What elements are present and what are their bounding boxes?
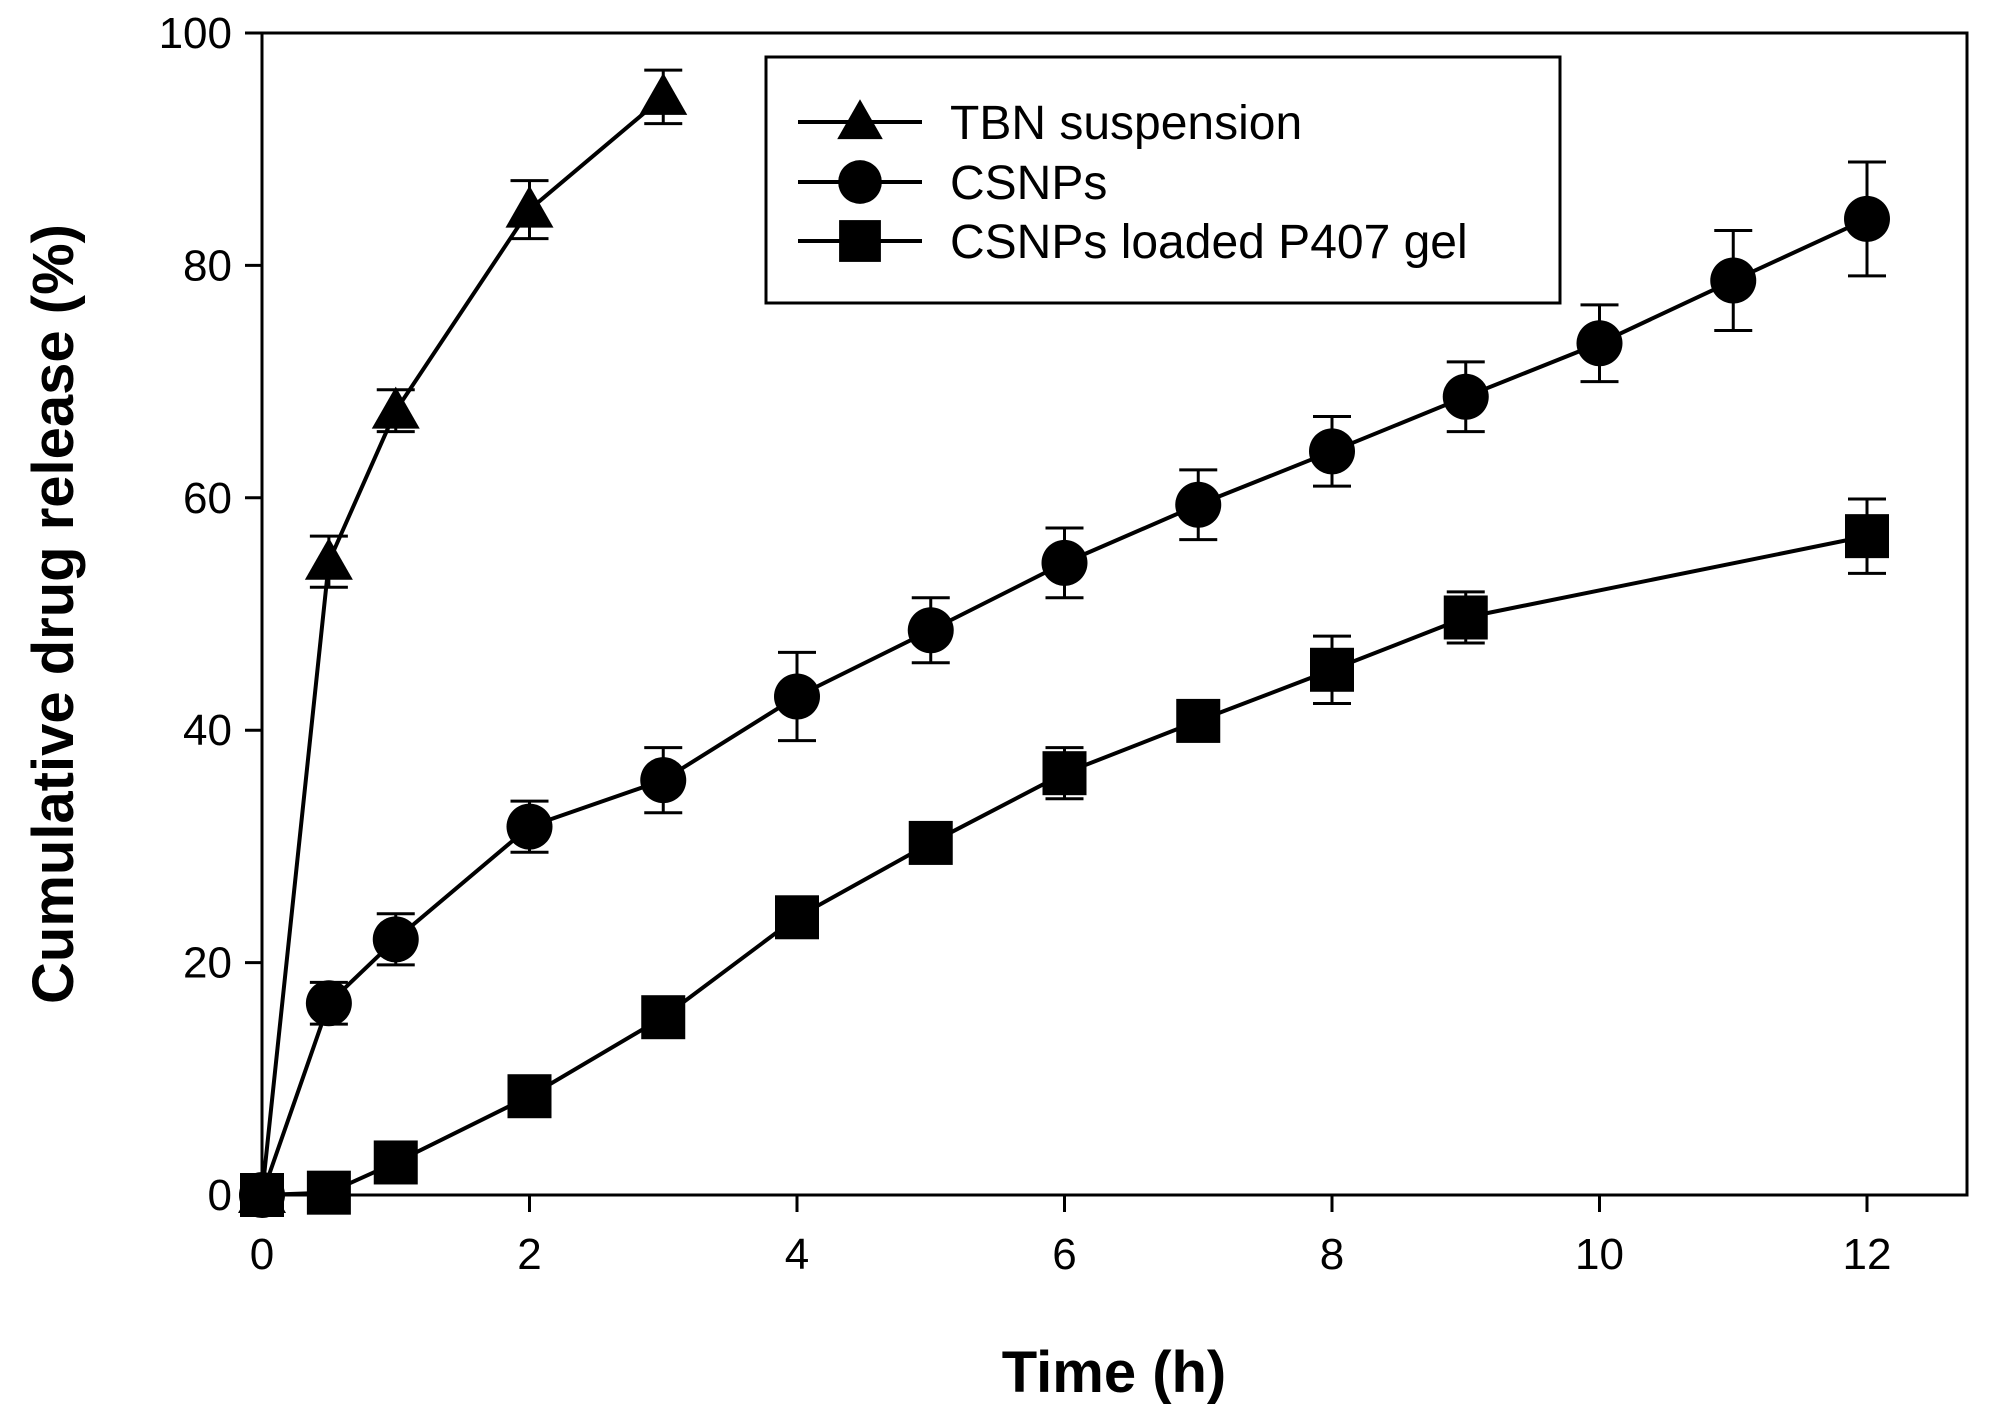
x-tick-label: 8 bbox=[1320, 1230, 1344, 1279]
data-point bbox=[775, 895, 819, 940]
x-tick-label: 2 bbox=[517, 1230, 541, 1279]
x-axis-title: Time (h) bbox=[1002, 1340, 1227, 1405]
y-axis-title: Cumulative drug release (%) bbox=[21, 224, 86, 1004]
legend-label: CSNPs bbox=[950, 157, 1107, 210]
data-point bbox=[1309, 428, 1355, 475]
data-point bbox=[639, 72, 688, 115]
plot-frame bbox=[260, 31, 1969, 1197]
data-point bbox=[371, 386, 420, 429]
x-tick-label: 6 bbox=[1052, 1230, 1076, 1279]
y-tick-label: 20 bbox=[183, 939, 232, 988]
y-tick-label: 60 bbox=[183, 474, 232, 523]
legend-marker bbox=[837, 99, 883, 140]
x-tick-label: 4 bbox=[785, 1230, 809, 1279]
y-tick-label: 0 bbox=[208, 1171, 232, 1220]
data-point bbox=[1442, 373, 1489, 420]
x-tick-label: 10 bbox=[1575, 1230, 1624, 1279]
data-point bbox=[1443, 595, 1488, 640]
series-triangle bbox=[238, 68, 688, 1213]
series-line bbox=[260, 95, 665, 1196]
series-square bbox=[240, 497, 1889, 1217]
data-point bbox=[640, 757, 687, 804]
data-point bbox=[641, 995, 686, 1040]
data-point bbox=[1310, 647, 1354, 692]
series-layer bbox=[238, 68, 1890, 1218]
legend-marker bbox=[838, 160, 882, 204]
data-point bbox=[373, 1140, 418, 1185]
data-point bbox=[1845, 514, 1889, 559]
y-tick-label: 100 bbox=[159, 9, 232, 58]
y-tick-label: 40 bbox=[183, 706, 232, 755]
data-point bbox=[305, 980, 352, 1027]
data-point bbox=[506, 803, 553, 850]
data-point bbox=[505, 185, 554, 228]
legend: TBN suspension CSNPs CSNPs loaded P407 gel bbox=[764, 55, 1562, 305]
data-point bbox=[1576, 320, 1623, 367]
series-line bbox=[261, 534, 1868, 1197]
data-point bbox=[907, 607, 954, 654]
data-point bbox=[1041, 539, 1088, 586]
data-point bbox=[1710, 257, 1757, 304]
data-point bbox=[774, 673, 820, 720]
series-line bbox=[260, 217, 1868, 1196]
data-point bbox=[1042, 751, 1087, 796]
x-tick-label: 0 bbox=[250, 1230, 274, 1279]
legend-label: TBN suspension bbox=[950, 97, 1302, 150]
legend-marker bbox=[839, 220, 881, 262]
y-tick-label: 80 bbox=[183, 241, 232, 290]
data-point bbox=[304, 537, 353, 580]
data-point bbox=[372, 916, 419, 963]
series-circle bbox=[239, 160, 1890, 1218]
data-point bbox=[240, 1173, 284, 1217]
legend-label: CSNPs loaded P407 gel bbox=[950, 216, 1468, 269]
data-point bbox=[1175, 481, 1222, 528]
y-axis: 0 20 40 60 80 100 bbox=[159, 9, 262, 1220]
data-point bbox=[306, 1170, 351, 1215]
data-point bbox=[1176, 698, 1221, 743]
x-axis: 0 2 4 6 8 10 12 bbox=[250, 1195, 1892, 1279]
data-point bbox=[908, 820, 953, 865]
data-point bbox=[1844, 195, 1890, 242]
data-point bbox=[507, 1074, 552, 1119]
x-tick-label: 12 bbox=[1843, 1230, 1892, 1279]
